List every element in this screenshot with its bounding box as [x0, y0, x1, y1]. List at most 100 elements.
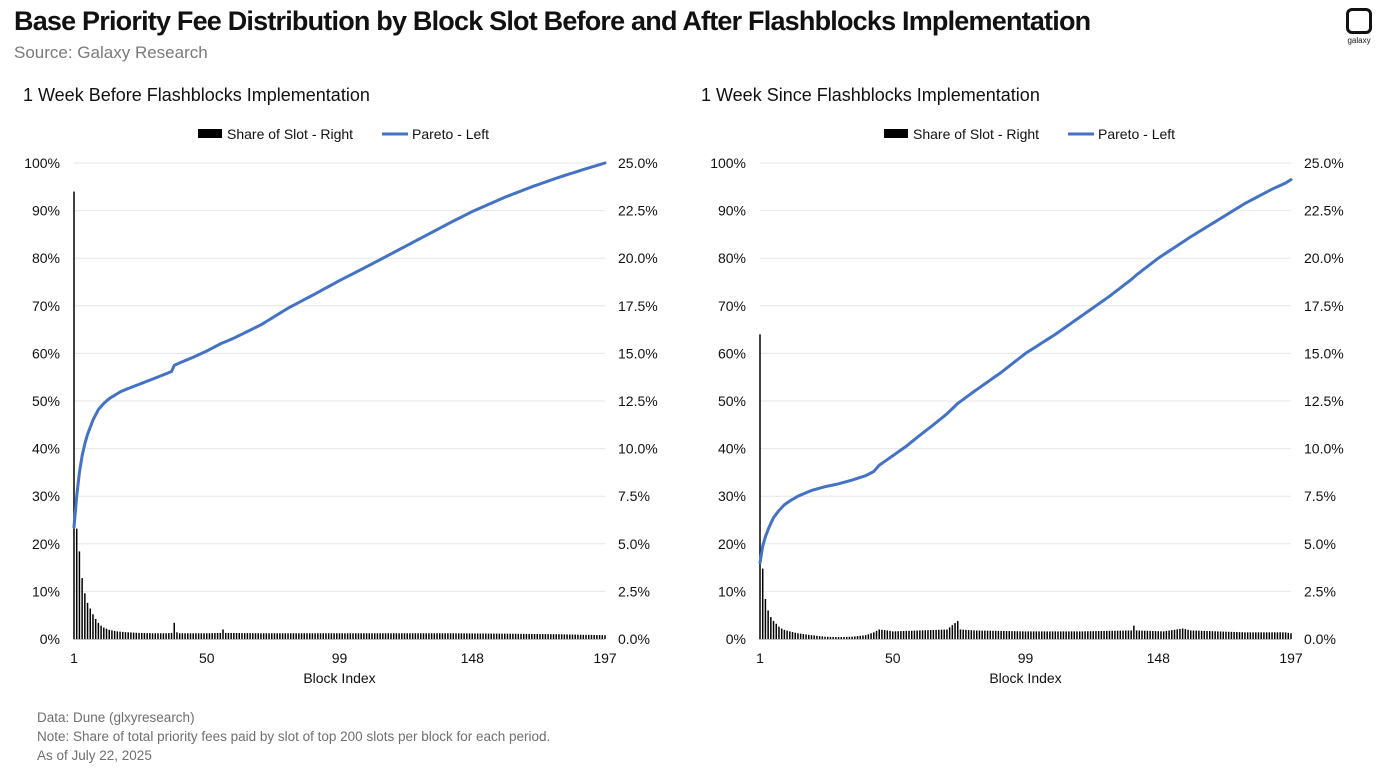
share-of-slot-bar [816, 635, 818, 639]
share-of-slot-bar [344, 633, 346, 639]
share-of-slot-bar [975, 630, 978, 639]
share-of-slot-bar [471, 633, 473, 639]
share-of-slot-bar [946, 629, 948, 639]
share-of-slot-bar [582, 634, 585, 639]
share-of-slot-bar [449, 633, 452, 639]
share-of-slot-bar [786, 630, 788, 639]
share-of-slot-bar [420, 633, 422, 639]
share-of-slot-bar [97, 622, 100, 639]
share-of-slot-bar [227, 632, 230, 639]
share-of-slot-bar [927, 630, 929, 639]
share-of-slot-bar [75, 528, 78, 639]
share-of-slot-bar [1195, 630, 1197, 639]
right-axis-tick-label: 12.5% [1304, 393, 1344, 409]
left-axis-tick-label: 30% [32, 488, 60, 504]
share-of-slot-bar [555, 634, 557, 639]
share-of-slot-bar [544, 634, 547, 639]
share-of-slot-bar [466, 633, 468, 639]
share-of-slot-bar [268, 633, 270, 639]
share-of-slot-bar [984, 630, 986, 639]
share-of-slot-bar [1057, 631, 1059, 639]
share-of-slot-bar [897, 631, 899, 639]
share-of-slot-bar [905, 630, 908, 639]
share-of-slot-bar [243, 633, 246, 639]
share-of-slot-bar [447, 633, 449, 639]
x-axis-title: Block Index [989, 670, 1061, 686]
share-of-slot-bar [954, 623, 956, 639]
share-of-slot-bar [759, 334, 761, 639]
share-of-slot-bar [1100, 631, 1103, 639]
share-of-slot-bar [929, 630, 932, 639]
share-of-slot-bar [1225, 631, 1227, 639]
share-of-slot-bar [1211, 631, 1214, 639]
chart-legend: Share of Slot - Right Pareto - Left [884, 126, 1175, 142]
share-of-slot-bar [1190, 630, 1192, 639]
share-of-slot-bar [1070, 631, 1073, 639]
share-of-slot-bar [216, 632, 219, 639]
share-of-slot-bar [1032, 631, 1035, 639]
share-of-slot-bar [883, 630, 886, 639]
share-of-slot-bar [775, 623, 778, 639]
share-of-slot-bar [146, 633, 148, 639]
share-of-slot-bar [799, 633, 802, 639]
share-of-slot-bar [1041, 631, 1043, 639]
share-of-slot-bar [187, 633, 189, 639]
left-axis-tick-label: 10% [32, 583, 60, 599]
share-of-slot-bar [100, 625, 102, 639]
share-of-slot-bar [973, 630, 975, 639]
share-of-slot-bar [224, 632, 227, 639]
share-of-slot-bar [791, 632, 794, 639]
share-of-slot-bar [1227, 631, 1230, 639]
share-of-slot-bar [938, 629, 940, 639]
share-of-slot-bar [889, 630, 891, 639]
share-of-slot-bar [770, 617, 772, 639]
share-of-slot-bar [845, 636, 848, 639]
share-of-slot-bar [528, 633, 530, 639]
share-of-slot-bar [279, 633, 281, 639]
share-of-slot-bar [276, 633, 278, 639]
right-axis-tick-label: 20.0% [1304, 250, 1344, 266]
share-of-slot-bar [1184, 629, 1187, 639]
share-of-slot-bar [284, 633, 287, 639]
share-of-slot-bar [327, 633, 330, 639]
galaxy-logo: galaxy [1343, 8, 1375, 45]
share-of-slot-bar [531, 633, 533, 639]
footer-data-source: Data: Dune (glxyresearch) [37, 710, 195, 725]
right-axis-tick-label: 5.0% [618, 536, 650, 552]
share-of-slot-bar [579, 634, 582, 639]
share-of-slot-bar [900, 631, 902, 639]
page-title: Base Priority Fee Distribution by Block … [14, 6, 1091, 36]
share-of-slot-bar [460, 633, 463, 639]
share-of-slot-bar [1287, 632, 1290, 639]
share-of-slot-bar [1078, 631, 1081, 639]
share-of-slot-bar [441, 633, 444, 639]
share-of-slot-bar [797, 633, 799, 639]
share-of-slot-bar [306, 633, 308, 639]
share-of-slot-bar [138, 632, 140, 639]
share-of-slot-bar [192, 633, 194, 639]
share-of-slot-bar [311, 633, 314, 639]
share-of-slot-bar [414, 633, 417, 639]
chart-svg: 0% 10% 20% 30% 40% 50% 60% 70% 80% 90% 100% 0.0% 2.5… [710, 126, 1344, 686]
share-of-slot-bar [479, 633, 482, 639]
share-of-slot-bar [487, 633, 490, 639]
left-axis-tick-label: 90% [32, 203, 60, 219]
share-of-slot-bar [260, 633, 262, 639]
share-of-slot-bar [1051, 631, 1054, 639]
share-of-slot-bar [902, 631, 905, 639]
share-of-slot-bar [965, 629, 967, 639]
share-of-slot-bar [864, 635, 867, 639]
share-of-slot-bar [1043, 631, 1046, 639]
share-of-slot-bar [1252, 632, 1254, 639]
share-of-slot-bar [1276, 632, 1279, 639]
share-of-slot-bar [1122, 630, 1124, 639]
share-of-slot-bar [1111, 630, 1113, 639]
share-of-slot-bar [338, 633, 341, 639]
share-of-slot-bar [1160, 631, 1162, 639]
share-of-slot-bar [333, 633, 335, 639]
left-axis-tick-label: 60% [32, 345, 60, 361]
share-of-slot-bar [520, 633, 522, 639]
share-of-slot-bar [913, 630, 916, 639]
share-of-slot-bar [1219, 631, 1222, 639]
share-of-slot-bar [406, 633, 408, 639]
